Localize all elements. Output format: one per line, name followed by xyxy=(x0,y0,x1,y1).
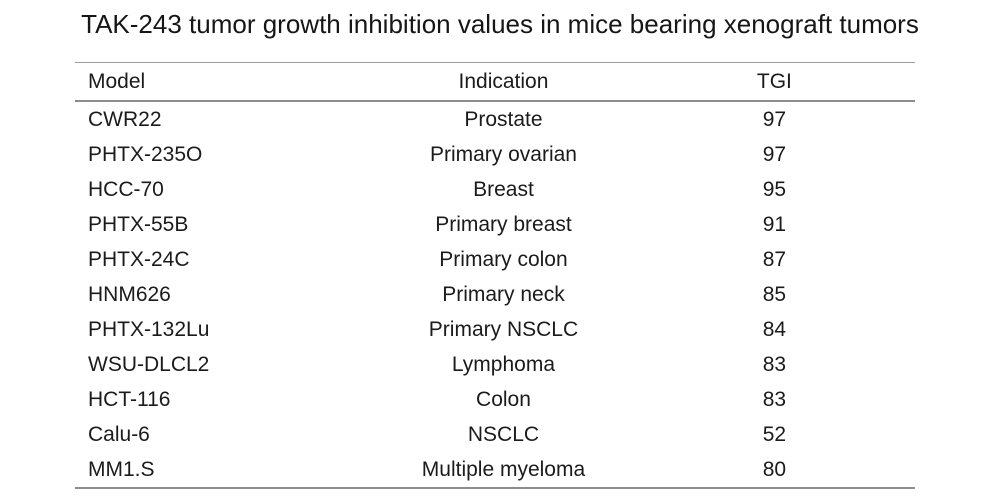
indication-cell: Primary breast xyxy=(435,212,572,236)
tgi-cell: 52 xyxy=(762,422,787,446)
tgi-cell: 84 xyxy=(762,317,787,341)
table-body: CWR22 Prostate 97 PHTX-235O Primary ovarian 9… xyxy=(75,101,915,489)
column-header-tgi: TGI xyxy=(633,62,915,102)
tgi-cell: 83 xyxy=(762,387,787,411)
model-cell: PHTX-132Lu xyxy=(88,317,210,341)
table-row: HCC-70 Breast 95 xyxy=(75,172,915,207)
column-header-indication: Indication xyxy=(373,62,634,102)
indication-cell: Primary ovarian xyxy=(429,142,577,166)
indication-cell: Multiple myeloma xyxy=(373,452,634,489)
tgi-cell: 87 xyxy=(762,247,787,271)
model-cell: WSU-DLCL2 xyxy=(88,352,210,376)
tgi-cell: 85 xyxy=(762,282,787,306)
model-cell: HNM626 xyxy=(88,282,171,306)
table-row: PHTX-55B Primary breast 91 xyxy=(75,207,915,242)
table-header: Model Indication TGI xyxy=(75,62,915,102)
model-cell: HCC-70 xyxy=(88,177,164,201)
indication-cell: Breast xyxy=(473,177,534,201)
table-row: PHTX-24C Primary colon 87 xyxy=(75,242,915,277)
model-cell: PHTX-24C xyxy=(88,247,190,271)
table-row: PHTX-235O Primary ovarian 97 xyxy=(75,137,915,172)
indication-cell: Colon xyxy=(476,387,531,411)
tgi-cell: 95 xyxy=(762,177,787,201)
indication-cell: NSCLC xyxy=(467,422,540,446)
tgi-cell: 83 xyxy=(762,352,787,376)
tgi-table: Model Indication TGI CWR22 Prostate 97 PHTX… xyxy=(75,62,915,489)
indication-cell: Primary colon xyxy=(439,247,568,271)
model-cell: HCT-116 xyxy=(88,387,171,411)
model-cell: PHTX-55B xyxy=(88,212,189,236)
tgi-cell: 80 xyxy=(633,452,915,489)
indication-cell: Lymphoma xyxy=(451,352,556,376)
column-header-model: Model xyxy=(75,62,374,102)
indication-cell: Primary NSCLC xyxy=(428,317,579,341)
tgi-cell: 91 xyxy=(762,212,787,236)
table-row: WSU-DLCL2 Lymphoma 83 xyxy=(75,347,915,382)
table-row: Calu-6 NSCLC 52 xyxy=(75,417,915,452)
table-row: MM1.S Multiple myeloma 80 xyxy=(75,452,915,489)
table-row: CWR22 Prostate 97 xyxy=(75,101,915,137)
model-cell: PHTX-235O xyxy=(88,142,203,166)
figure-title: TAK-243 tumor growth inhibition values i… xyxy=(81,9,919,39)
indication-cell: Primary neck xyxy=(442,282,565,306)
indication-cell: Prostate xyxy=(464,107,543,131)
table-row: HNM626 Primary neck 85 xyxy=(75,277,915,312)
tgi-cell: 97 xyxy=(762,142,787,166)
table-header-row: Model Indication TGI xyxy=(75,62,915,102)
table-row: HCT-116 Colon 83 xyxy=(75,382,915,417)
model-cell: Calu-6 xyxy=(88,422,150,446)
table-row: PHTX-132Lu Primary NSCLC 84 xyxy=(75,312,915,347)
model-cell: CWR22 xyxy=(88,107,162,131)
model-cell: MM1.S xyxy=(75,452,374,489)
tgi-cell: 97 xyxy=(762,107,787,131)
